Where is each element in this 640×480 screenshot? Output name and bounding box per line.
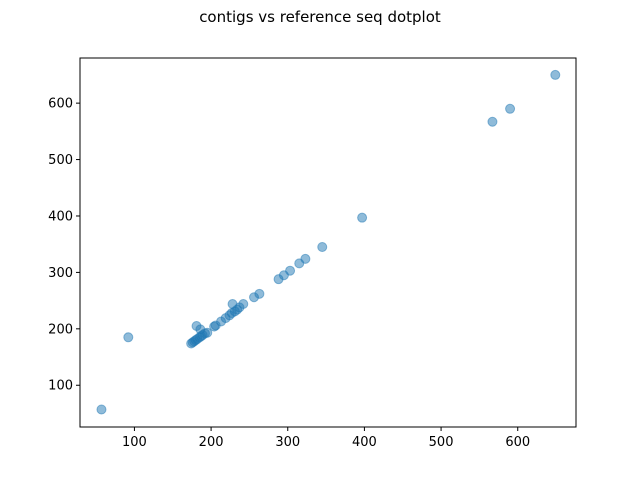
data-point [195,324,206,335]
data-point [300,253,311,264]
x-tick-label: 200 [199,435,224,450]
y-tick-label: 600 [48,97,73,112]
x-tick-label: 300 [275,435,300,450]
data-point [317,242,328,253]
y-tick-label: 100 [48,379,73,394]
plot-frame [79,57,577,428]
x-axis: 100 200 300 400 500 600 [122,427,530,450]
points-layer [96,69,561,415]
x-tick-label: 600 [505,435,530,450]
x-tick-label: 400 [352,435,377,450]
y-axis: 100 200 300 400 500 600 [48,97,80,394]
y-tick-label: 500 [48,153,73,168]
data-point [505,103,516,114]
data-point [285,265,296,276]
data-point [238,299,249,309]
data-point [96,404,107,415]
data-point [487,116,498,127]
chart-title: contigs vs reference seq dotplot [199,8,441,26]
x-tick-label: 500 [429,435,454,450]
x-tick-label: 100 [122,435,147,450]
data-point [550,69,561,80]
y-tick-label: 200 [48,322,73,337]
y-tick-label: 300 [48,266,73,281]
data-point [254,288,265,299]
data-point [123,332,134,343]
y-tick-label: 400 [48,209,73,224]
data-point [357,212,368,223]
